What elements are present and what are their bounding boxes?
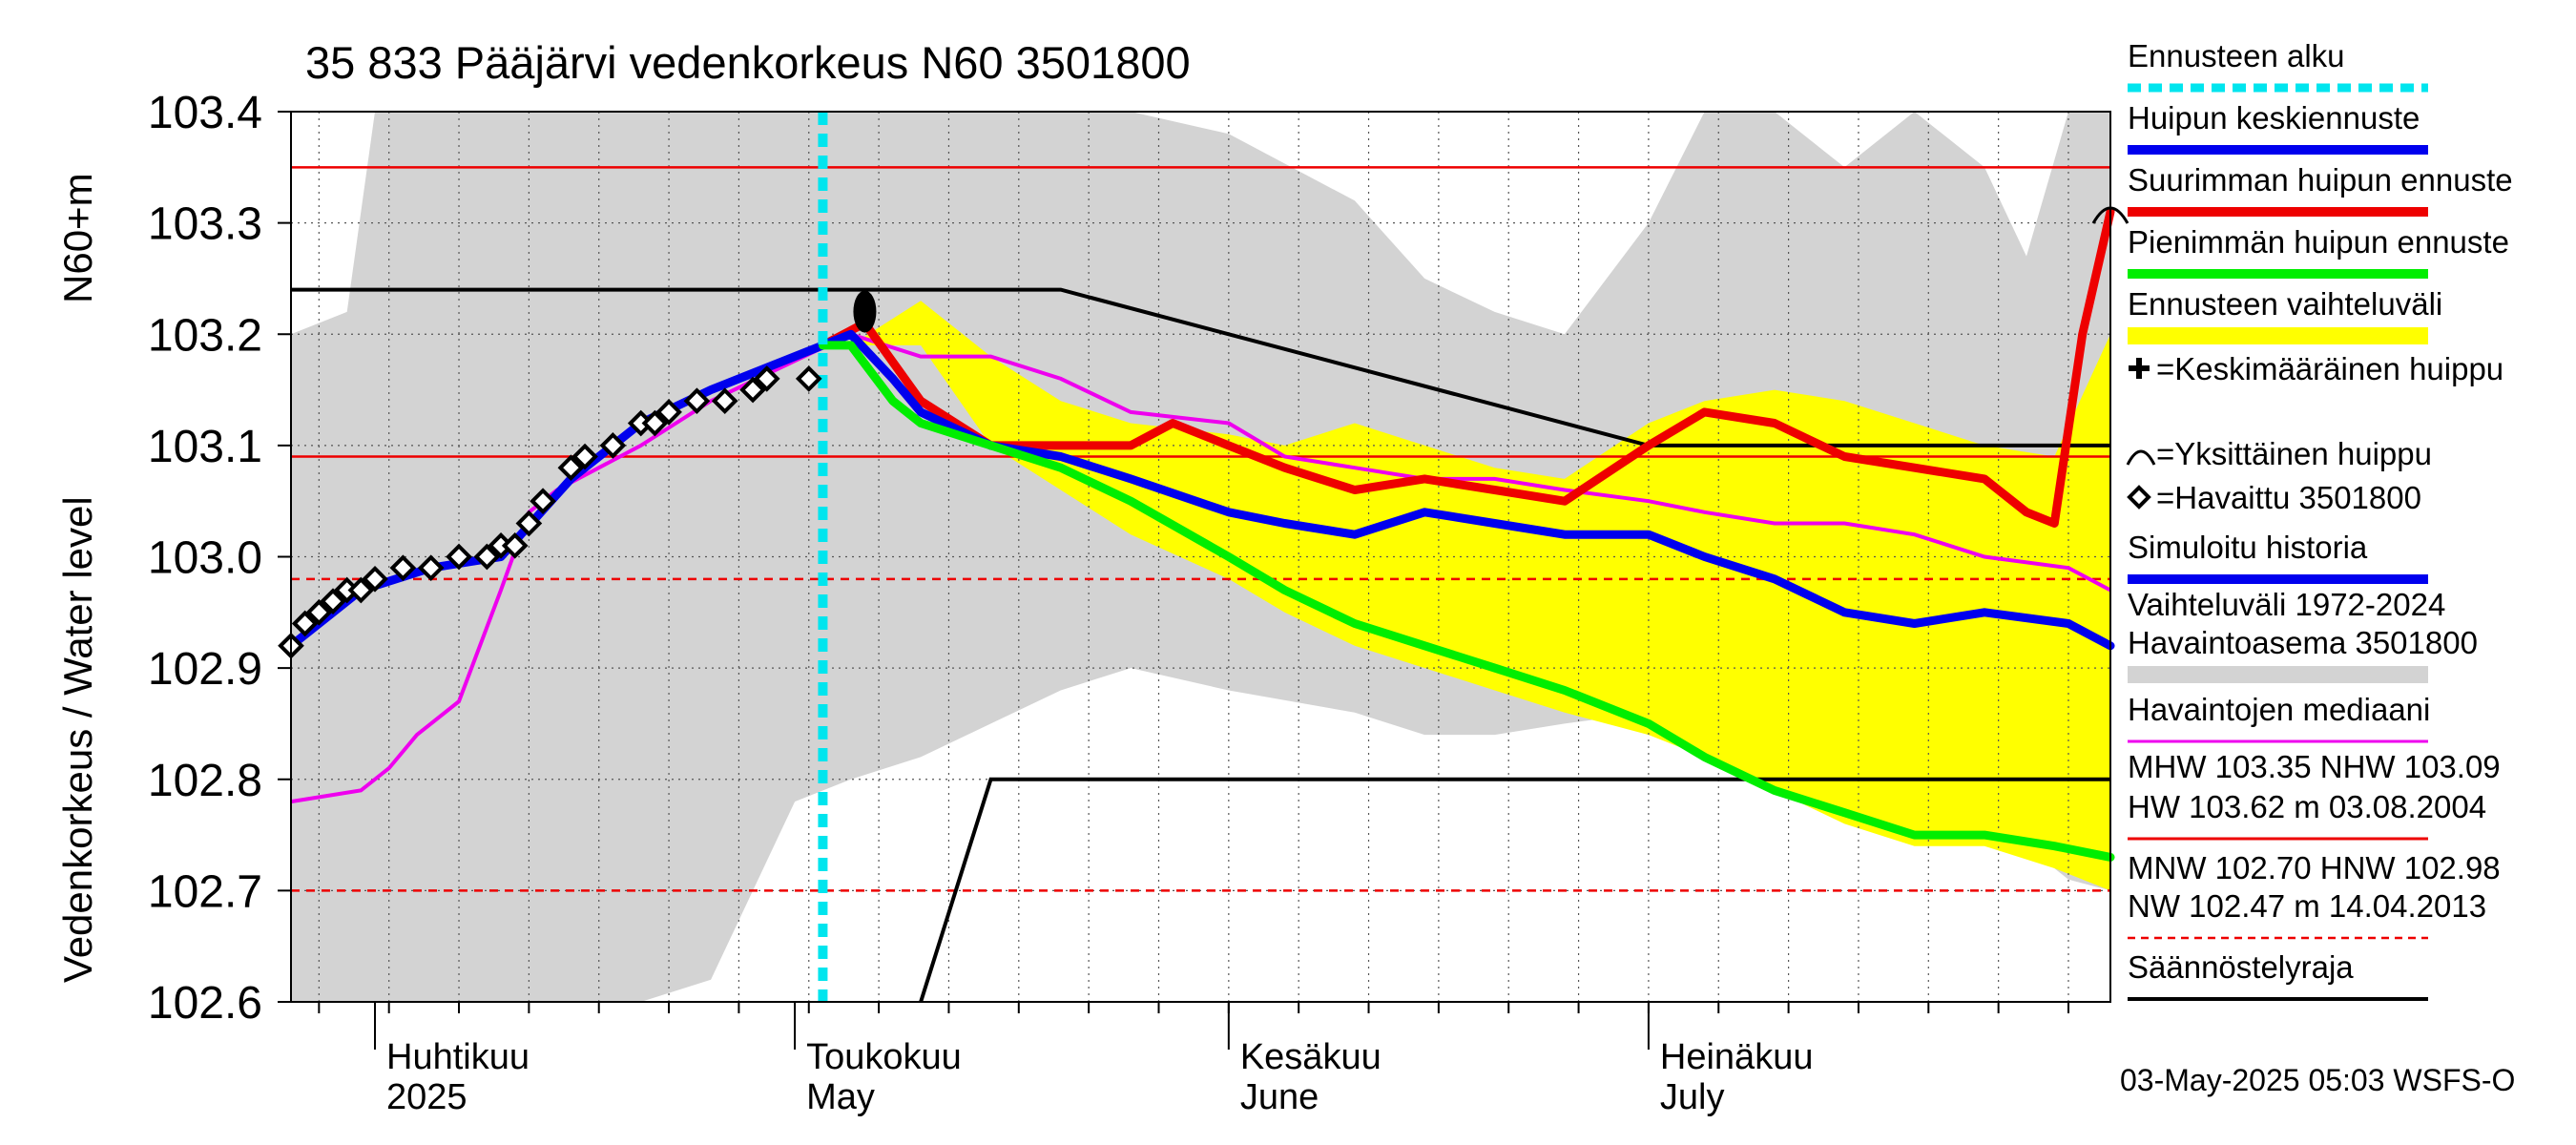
- legend-swatch: [2128, 666, 2428, 683]
- legend-item-simulated: Simuloitu historia: [2128, 530, 2428, 584]
- legend-label: Havaintojen mediaani: [2128, 692, 2430, 727]
- legend-item-forecast-range: Ennusteen vaihteluväli: [2128, 286, 2442, 344]
- legend-item-mean-forecast: Huipun keskiennuste: [2128, 100, 2428, 155]
- observed-point: [291, 610, 319, 637]
- observed-point: [557, 454, 585, 482]
- legend: Ennusteen alku Huipun keskiennuste Suurimm…: [2126, 38, 2513, 1001]
- max-forecast-line: [818, 207, 2115, 528]
- observed-point: [530, 488, 556, 515]
- legend-item-stats-high: MHW 103.35 NHW 103.09 HW 103.62 m 03.08.2…: [2128, 749, 2501, 841]
- legend-label: =Keskimääräinen huippu: [2156, 351, 2503, 386]
- y-tick-label: 103.2: [148, 310, 262, 361]
- footer-timestamp: 03-May-2025 05:03 WSFS-O: [2120, 1063, 2515, 1097]
- legend-label: Ennusteen vaihteluväli: [2128, 286, 2442, 322]
- legend-item-median: Havaintojen mediaani: [2128, 692, 2430, 743]
- y-tick-label: 102.9: [148, 644, 262, 695]
- legend-label: =Yksittäinen huippu: [2156, 436, 2432, 471]
- y-tick-label: 103.0: [148, 533, 262, 584]
- y-tick-label: 103.4: [148, 88, 262, 138]
- legend-label: Pienimmän huipun ennuste: [2128, 224, 2509, 260]
- observed-point: [389, 554, 417, 581]
- legend-label-secondary: HW 103.62 m 03.08.2004: [2128, 789, 2486, 824]
- observed-point: [320, 588, 346, 614]
- legend-swatch: [2126, 449, 2156, 466]
- observed-point: [305, 598, 333, 626]
- forecast-range-band: [850, 301, 2110, 891]
- observed-point: [753, 365, 780, 392]
- observed-point: [641, 409, 669, 437]
- month-label-fi: Toukokuu: [806, 1037, 962, 1077]
- min-forecast-line: [818, 341, 2115, 862]
- legend-item-observed: =Havaittu 3501800: [2127, 480, 2421, 515]
- legend-swatch: [2128, 327, 2428, 344]
- observed-point: [501, 532, 529, 559]
- legend-swatch: [2129, 358, 2150, 379]
- observed-point: [446, 543, 472, 571]
- legend-label: =Havaittu 3501800: [2156, 480, 2421, 515]
- legend-swatch: [2127, 485, 2151, 510]
- legend-label: MHW 103.35 NHW 103.09: [2128, 749, 2501, 784]
- month-label-fi: Huhtikuu: [386, 1037, 530, 1077]
- legend-label: MNW 102.70 HNW 102.98: [2128, 850, 2501, 885]
- y-axis-label: Vedenkorkeus / Water level: [55, 496, 100, 983]
- month-label-en: 2025: [386, 1077, 467, 1117]
- observed-point: [571, 443, 598, 470]
- observed-point: [739, 376, 766, 404]
- legend-item-regulation: Säännöstelyraja: [2128, 949, 2428, 1001]
- y-tick-label: 103.1: [148, 422, 262, 472]
- chart-title: 35 833 Pääjärvi vedenkorkeus N60 3501800: [305, 37, 1191, 88]
- y-tick-label: 103.3: [148, 199, 262, 250]
- mean-peak-marker: [853, 290, 877, 333]
- y-tick-label: 102.7: [148, 866, 262, 917]
- regulation-limits: [291, 287, 2110, 1003]
- legend-label: Säännöstelyraja: [2128, 949, 2354, 985]
- median-line: [290, 332, 2111, 804]
- legend-item-min-forecast: Pienimmän huipun ennuste: [2128, 224, 2509, 279]
- legend-item-single-peak: =Yksittäinen huippu: [2126, 436, 2432, 471]
- observed-point: [795, 365, 822, 392]
- axes: 102.6 102.7 102.8 102.9 103.0 103.1 103.2 103.3…: [148, 88, 2111, 1117]
- legend-item-mean-peak: =Keskimääräinen huippu: [2129, 351, 2503, 386]
- legend-item-forecast-start: Ennusteen alku: [2128, 38, 2428, 93]
- legend-label: Ennusteen alku: [2128, 38, 2345, 73]
- observed-point: [599, 432, 627, 459]
- observed-markers: [278, 206, 2129, 659]
- month-label-en: June: [1240, 1077, 1319, 1117]
- observed-point: [711, 387, 738, 415]
- observed-point: [347, 576, 375, 604]
- legend-label-secondary: Havaintoasema 3501800: [2128, 625, 2478, 660]
- y-tick-label: 102.8: [148, 756, 262, 806]
- y-tick-label: 102.6: [148, 978, 262, 1029]
- legend-label: Suurimman huipun ennuste: [2128, 162, 2513, 198]
- legend-label: Vaihteluväli 1972-2024: [2128, 587, 2445, 622]
- observed-point: [655, 399, 682, 426]
- observed-point: [683, 387, 711, 415]
- observed-point: [473, 543, 501, 571]
- legend-label: Huipun keskiennuste: [2128, 100, 2420, 135]
- month-label-en: May: [806, 1077, 875, 1117]
- legend-item-max-forecast: Suurimman huipun ennuste: [2128, 162, 2513, 217]
- legend-label: Simuloitu historia: [2128, 530, 2368, 565]
- month-label-en: July: [1660, 1077, 1725, 1117]
- regulation-lower-line: [919, 777, 2110, 1003]
- month-label-fi: Heinäkuu: [1660, 1037, 1814, 1077]
- observed-point: [417, 554, 445, 581]
- legend-label-secondary: NW 102.47 m 14.04.2013: [2128, 888, 2486, 924]
- observed-point: [515, 510, 543, 537]
- legend-item-history-range: Vaihteluväli 1972-2024 Havaintoasema 350…: [2128, 587, 2478, 683]
- regulation-upper-line: [291, 287, 2110, 448]
- month-label-fi: Kesäkuu: [1240, 1037, 1381, 1077]
- observed-point: [362, 565, 388, 593]
- y-axis-unit-label: N60+m: [55, 173, 100, 303]
